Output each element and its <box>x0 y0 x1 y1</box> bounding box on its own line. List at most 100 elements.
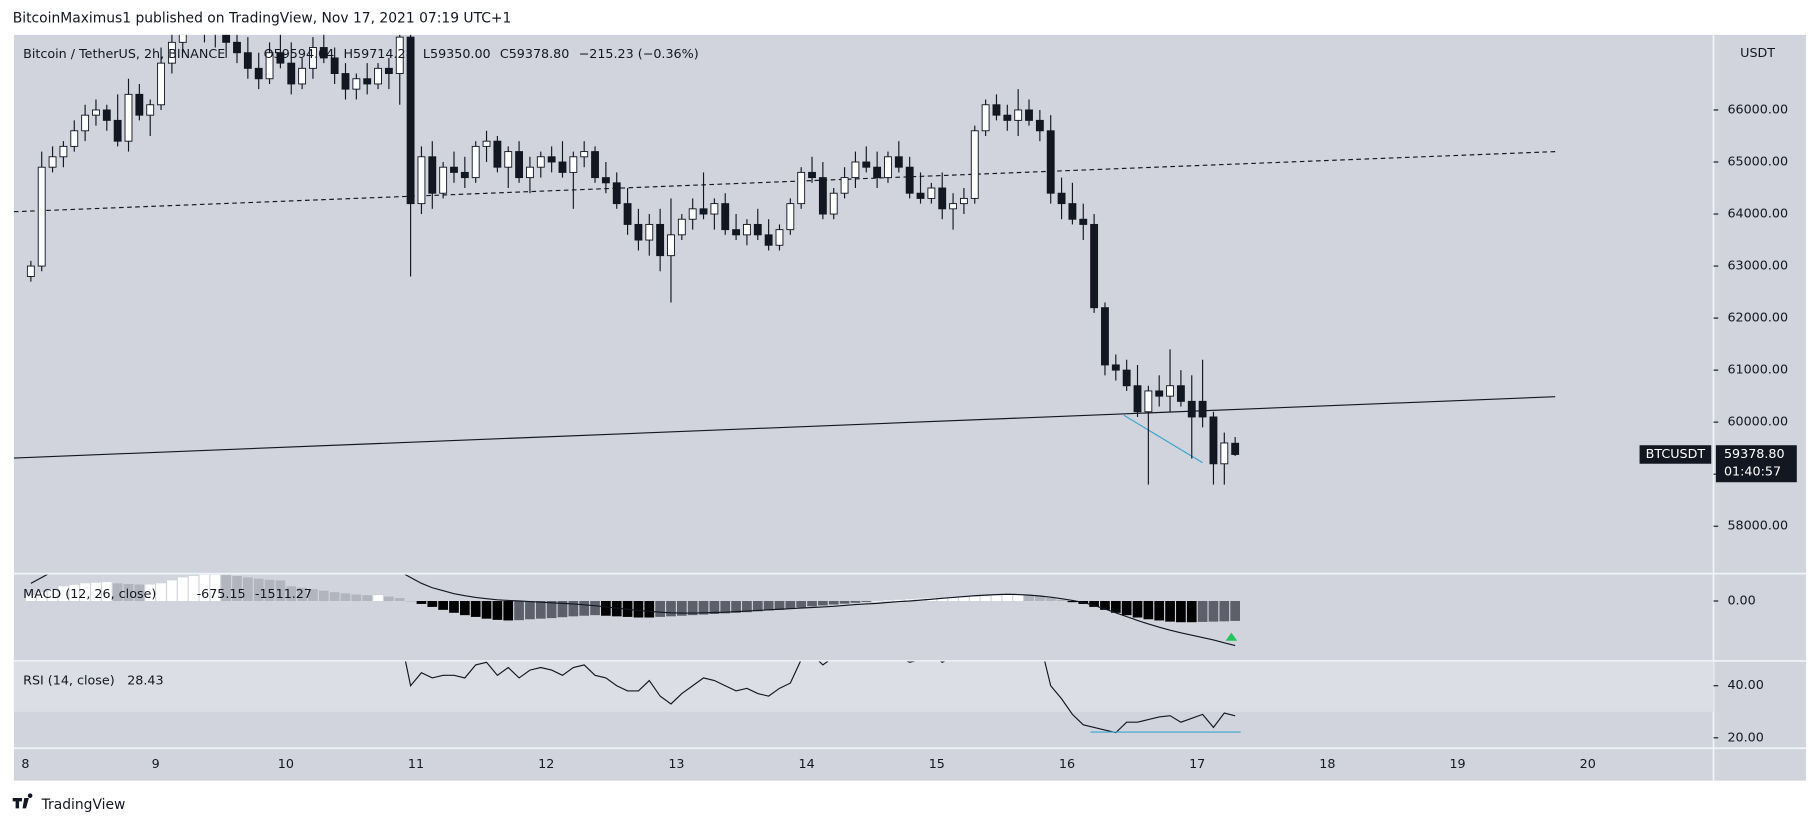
y-tick-label: 62000.00 <box>1727 310 1788 325</box>
candle-body <box>493 140 502 168</box>
candle-body <box>515 151 524 179</box>
y-tick-label: 20.00 <box>1727 729 1763 744</box>
macd-histogram-bar <box>177 577 188 602</box>
candle-body <box>81 114 90 132</box>
candle-body <box>1079 218 1088 225</box>
candle-body <box>157 62 165 106</box>
macd-histogram-bar <box>243 577 253 602</box>
price-label-bg <box>1639 445 1712 464</box>
x-tick-label: 20 <box>1580 756 1596 771</box>
macd-histogram-bar <box>959 597 969 602</box>
candle-body <box>1111 364 1120 371</box>
y-tick-label: 0.00 <box>1727 593 1755 608</box>
candle-body <box>742 223 751 236</box>
macd-histogram-bar <box>26 595 36 602</box>
candle-body <box>1187 400 1196 418</box>
candle-body <box>1122 369 1131 387</box>
macd-histogram-bar <box>893 599 904 602</box>
macd-histogram-bar <box>720 601 731 614</box>
candle-body <box>591 151 599 179</box>
candle-body <box>1046 130 1055 194</box>
macd-histogram-bar <box>557 601 568 618</box>
candle-body <box>406 36 415 205</box>
rsi-value: 28.43 <box>127 673 163 688</box>
candle-body <box>276 52 285 64</box>
price-label-bg <box>1715 445 1797 483</box>
candle-body <box>48 156 57 168</box>
candle-body <box>601 177 610 184</box>
candle-body <box>102 109 111 121</box>
y-tick-label: 60000.00 <box>1727 414 1788 429</box>
candle-body <box>1025 109 1033 121</box>
labels: USDT Bitcoin / TetherUS, 2h, BINANCE MAC… <box>12 45 1797 813</box>
candle-body <box>309 47 317 69</box>
candle-body <box>233 41 241 54</box>
macd-histogram-bar <box>1186 601 1197 623</box>
macd-histogram-bar <box>969 596 980 602</box>
macd-histogram-bar <box>535 601 546 619</box>
macd-value: -675.15 <box>197 586 246 601</box>
candle-body <box>873 166 882 179</box>
candle-body <box>135 93 144 116</box>
macd-histogram-bar <box>850 601 861 603</box>
candle-body <box>26 265 35 277</box>
candle-body <box>840 177 849 194</box>
macd-histogram-bar <box>427 601 438 607</box>
candle-body <box>580 151 589 158</box>
price-label-symbol: BTCUSDT <box>1646 446 1706 461</box>
candle-body <box>254 67 263 80</box>
x-tick-label: 17 <box>1189 756 1205 771</box>
candle-body <box>753 223 762 236</box>
ohlc-legend: O59594.04 <box>264 46 335 61</box>
candle-body <box>482 140 491 147</box>
x-tick-label: 15 <box>929 756 945 771</box>
rsi-title: RSI (14, close) <box>23 673 115 688</box>
y-tick-label: 65000.00 <box>1727 153 1788 168</box>
candle-body <box>949 203 957 210</box>
macd-histogram-bar <box>568 601 579 617</box>
macd-histogram-bar <box>948 597 958 602</box>
macd-histogram-bar <box>286 586 297 602</box>
candle-body <box>775 229 784 246</box>
candle-body <box>612 182 621 205</box>
candle-body <box>732 229 741 236</box>
candle-body <box>894 156 903 168</box>
symbol-title: Bitcoin / TetherUS, 2h, BINANCE <box>23 46 225 61</box>
macd-histogram-bar <box>1121 601 1132 616</box>
price-label-countdown: 01:40:57 <box>1724 463 1781 478</box>
candle-body <box>471 145 480 179</box>
macd-histogram-bar <box>1013 594 1024 602</box>
candle-body <box>645 223 654 241</box>
candle-body <box>222 34 231 43</box>
candle-body <box>667 234 675 257</box>
macd-histogram-bar <box>980 596 991 602</box>
candle-body <box>558 161 567 173</box>
candle-body <box>699 208 708 215</box>
price-pane <box>13 34 1556 485</box>
macd-histogram-bar <box>1035 596 1045 602</box>
macd-histogram-bar <box>1100 601 1110 610</box>
candle-body <box>428 156 437 194</box>
y-tick-label: 61000.00 <box>1727 362 1788 377</box>
macd-histogram-bar <box>937 598 948 602</box>
macd-histogram-bar <box>449 601 459 613</box>
macd-histogram-bar <box>883 600 893 602</box>
candle-body <box>526 166 534 179</box>
candle-body <box>70 130 79 147</box>
candle-body <box>504 151 513 168</box>
macd-histogram-bar <box>1002 595 1013 602</box>
macd-histogram-bar <box>416 601 427 604</box>
macd-histogram-bar <box>709 601 720 614</box>
candle-body <box>764 234 773 246</box>
candle-body <box>1176 385 1185 402</box>
macd-histogram-bar <box>1208 601 1219 622</box>
macd-histogram-bar <box>1154 601 1165 621</box>
candle-body <box>992 104 1001 116</box>
macd-histogram-bar <box>405 601 416 602</box>
macd-histogram-bar <box>1089 601 1099 607</box>
candle-body <box>178 34 187 43</box>
rsi-band <box>13 661 1714 712</box>
macd-histogram-bar <box>340 593 351 602</box>
macd-histogram-bar <box>47 589 58 602</box>
